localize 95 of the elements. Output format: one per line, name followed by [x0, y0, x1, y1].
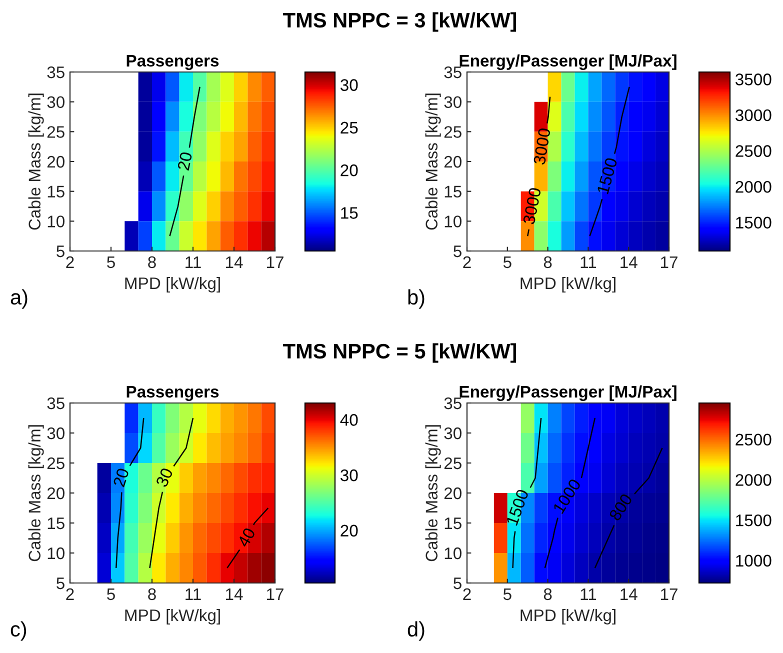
- color-bar-label: 30: [340, 469, 358, 482]
- x-tick-label: 5: [107, 256, 115, 268]
- x-tick-label: 14: [620, 256, 638, 268]
- color-bar-label: 30: [340, 79, 358, 91]
- y-tick-label: 15: [444, 518, 462, 530]
- x-tick-label: 11: [186, 256, 201, 268]
- chart-title: Energy/Passenger [MJ/Pax]: [460, 385, 676, 401]
- color-bar-label: 20: [340, 524, 358, 537]
- y-tick-label: 20: [47, 156, 64, 168]
- y-tick-label: 35: [47, 66, 64, 78]
- x-axis-title: MPD [kW/kg]: [125, 608, 220, 624]
- color-bar-label: 1500: [736, 514, 772, 526]
- y-axis-title: Cable Mass [kg/m]: [28, 94, 44, 230]
- y-tick-label: 10: [444, 216, 462, 228]
- color-bar-label: 25: [340, 122, 358, 134]
- text: TMS NPPC = 3 [kW/KW]: [283, 12, 516, 32]
- y-tick-label: 10: [444, 547, 462, 560]
- annotation: 40: [236, 526, 256, 548]
- y-tick-label: 5: [56, 246, 64, 258]
- text: b): [408, 289, 424, 309]
- x-tick-label: 8: [148, 256, 156, 268]
- x-tick-label: 11: [186, 588, 201, 600]
- text: c): [10, 621, 26, 641]
- x-tick-label: 11: [580, 256, 596, 268]
- annotation: 20: [112, 468, 130, 488]
- y-tick-label: 35: [47, 397, 64, 410]
- x-tick-label: 14: [226, 256, 243, 268]
- annotation: 1500: [506, 488, 529, 526]
- text: 3000: [522, 187, 542, 225]
- color-bar-label: 2000: [736, 180, 772, 193]
- x-tick-label: 2: [66, 256, 74, 268]
- y-axis-title: Cable Mass [kg/m]: [425, 425, 441, 562]
- y-tick-label: 20: [444, 487, 462, 500]
- x-tick-label: 14: [620, 588, 638, 600]
- x-tick-label: 8: [148, 588, 156, 600]
- color-bar-label: 3500: [735, 74, 772, 86]
- y-tick-label: 20: [444, 156, 462, 168]
- chart-subtitle: Passengers: [126, 386, 219, 401]
- x-tick-label: 2: [463, 588, 471, 600]
- x-tick-label: 17: [661, 588, 678, 600]
- annotation: 3000: [533, 128, 551, 165]
- y-axis-title: Cable Mass [kg/m]: [425, 94, 441, 230]
- y-tick-label: 30: [444, 96, 462, 108]
- x-tick-label: 2: [66, 588, 74, 600]
- x-tick-label: 17: [661, 256, 678, 268]
- y-tick-label: 30: [444, 427, 462, 440]
- annotation: 20: [177, 152, 192, 171]
- y-tick-label: 10: [48, 216, 64, 228]
- y-tick-label: 15: [444, 186, 462, 198]
- y-tick-label: 25: [47, 457, 64, 470]
- color-bar-label: 1000: [736, 554, 772, 567]
- x-tick-label: 5: [503, 256, 512, 268]
- color-bar-label: 1500: [736, 216, 772, 229]
- color-bar-label: 2500: [736, 434, 772, 446]
- x-axis-title: MPD [kW/kg]: [520, 276, 616, 292]
- y-tick-label: 25: [47, 126, 64, 138]
- annotation: 800: [608, 492, 633, 522]
- x-tick-label: 5: [107, 588, 115, 600]
- chart-title: Energy/Passenger [MJ/Pax]: [460, 54, 676, 70]
- y-tick-label: 15: [48, 518, 64, 530]
- y-tick-label: 5: [454, 246, 462, 258]
- x-axis-title: MPD [kW/kg]: [520, 608, 616, 624]
- y-tick-label: 30: [47, 96, 64, 108]
- color-bar-label: 3000: [735, 109, 772, 122]
- x-tick-label: 8: [544, 588, 552, 600]
- y-tick-label: 5: [56, 578, 64, 590]
- y-tick-label: 20: [47, 487, 64, 500]
- y-tick-label: 5: [454, 578, 462, 590]
- color-bar-label: 40: [340, 414, 358, 426]
- y-tick-label: 15: [48, 186, 64, 198]
- color-bar-label: 2500: [736, 145, 772, 157]
- x-tick-label: 5: [503, 588, 512, 600]
- annotation: 30: [155, 467, 174, 488]
- y-tick-label: 35: [444, 66, 462, 78]
- x-tick-label: 17: [267, 588, 284, 600]
- text: d): [408, 621, 424, 641]
- annotation: 1500: [596, 157, 618, 194]
- chart-subtitle: Passengers: [126, 54, 219, 70]
- x-axis-title: MPD [kW/kg]: [125, 276, 220, 292]
- y-tick-label: 25: [444, 126, 462, 138]
- color-bar-label: 20: [340, 164, 358, 176]
- x-tick-label: 14: [226, 588, 243, 600]
- color-bar-label: 15: [341, 207, 358, 219]
- x-tick-label: 8: [544, 256, 552, 268]
- x-tick-label: 17: [267, 256, 284, 268]
- color-bar-label: 2000: [736, 474, 772, 486]
- y-tick-label: 25: [444, 457, 462, 470]
- text: a): [10, 289, 28, 309]
- y-tick-label: 30: [47, 427, 64, 440]
- y-tick-label: 35: [444, 397, 462, 410]
- y-axis-title: Cable Mass [kg/m]: [28, 425, 44, 562]
- y-tick-label: 10: [48, 547, 64, 560]
- text: TMS NPPC = 5 [kW/KW]: [283, 343, 516, 363]
- x-tick-label: 2: [463, 256, 471, 268]
- x-tick-label: 11: [580, 588, 596, 600]
